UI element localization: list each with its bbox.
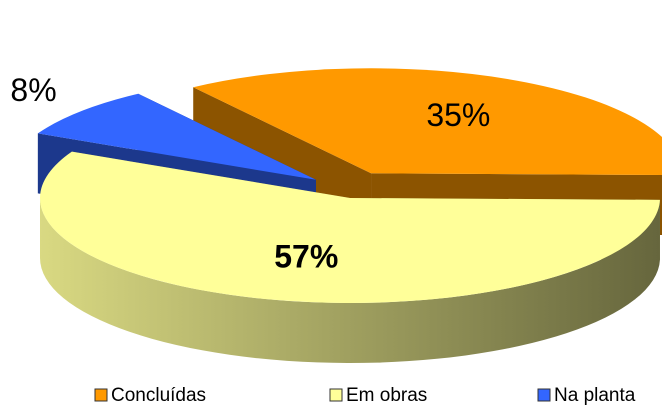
legend-swatch xyxy=(329,388,343,402)
slice-top xyxy=(193,68,662,175)
legend-label: Concluídas xyxy=(111,385,206,406)
slice-top xyxy=(37,93,316,180)
legend-swatch xyxy=(537,388,551,402)
data-label: 57% xyxy=(274,239,338,275)
legend-label: Na planta xyxy=(554,385,636,406)
slice-top xyxy=(39,151,660,304)
pie-slice xyxy=(39,151,660,363)
slice-rim xyxy=(40,198,660,363)
data-label: 8% xyxy=(10,72,56,108)
data-label: 35% xyxy=(426,97,490,133)
legend-swatch xyxy=(94,388,108,402)
legend-label: Em obras xyxy=(346,385,427,406)
